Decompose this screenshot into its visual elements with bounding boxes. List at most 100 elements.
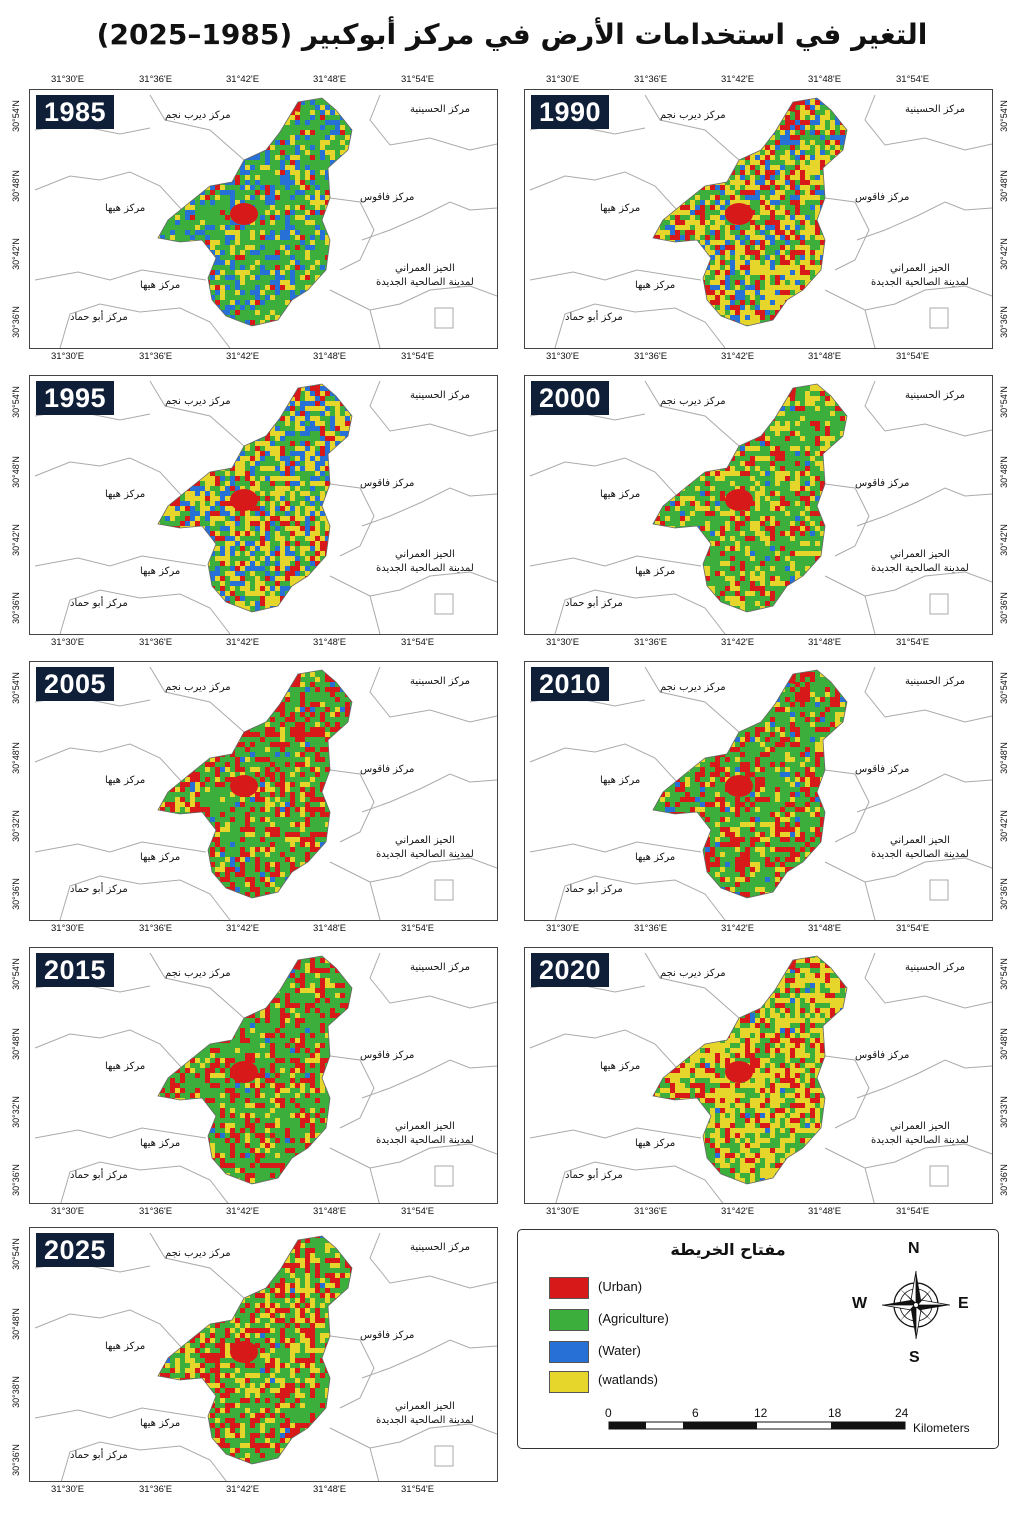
urban-zone-outline — [434, 593, 454, 615]
map-legend: مفتاح الخريطة (Urban) (Agriculture) (Wat… — [517, 1229, 999, 1449]
scale-tick-18: 18 — [828, 1406, 842, 1420]
lat-tick: 30°54'N — [999, 958, 1009, 990]
place-label-faqous: مركز فاقوس — [855, 478, 910, 489]
place-label-husseiniya: مركز الحسينية — [410, 104, 470, 115]
compass-e: E — [958, 1295, 969, 1312]
district-boundary — [149, 952, 245, 1019]
year-badge: 2000 — [531, 381, 610, 415]
lon-tick: 31°42'E — [721, 923, 755, 934]
place-label-husseiniya: مركز الحسينية — [905, 962, 965, 973]
place-label-urban-zone: الحيز العمراني لمدينة الصالحية الجديدة — [376, 835, 474, 860]
lon-tick-top: 31°54'E — [401, 74, 435, 85]
urban-core — [230, 489, 258, 511]
place-label-dirab_najm: مركز ديرب نجم — [660, 682, 726, 693]
place-label-faqous: مركز فاقوس — [855, 1050, 910, 1061]
place-label-urban-zone: الحيز العمراني لمدينة الصالحية الجديدة — [376, 1401, 474, 1426]
lat-tick: 30°48'N — [11, 1308, 21, 1340]
district-boundary — [329, 1427, 380, 1481]
landuse-raster — [158, 384, 352, 612]
district-boundary — [59, 303, 231, 348]
lon-tick: 31°30'E — [51, 1206, 85, 1217]
lon-tick: 31°30'E — [51, 351, 85, 362]
lon-tick: 31°36'E — [139, 1484, 173, 1495]
place-label-dirab_najm: مركز ديرب نجم — [660, 968, 726, 979]
district-boundary — [60, 1441, 227, 1481]
district-boundary — [554, 875, 726, 920]
lon-tick-top: 31°54'E — [896, 74, 930, 85]
place-label-urban-zone: الحيز العمراني لمدينة الصالحية الجديدة — [376, 263, 474, 288]
lat-tick: 30°42'N — [999, 238, 1009, 270]
lon-tick: 31°48'E — [808, 637, 842, 648]
legend-swatch-urban — [549, 1277, 589, 1299]
lon-tick: 31°54'E — [896, 1206, 930, 1217]
map-title: التغير في استخدامات الأرض في مركز أبوكبي… — [96, 18, 928, 51]
place-label-husseiniya: مركز الحسينية — [410, 1242, 470, 1253]
lat-tick: 30°54'N — [999, 100, 1009, 132]
map-panel-2015: 2015 مركز ديرب نجم مركز الحسينية مركز هيها م… — [29, 947, 498, 1204]
lon-tick-top: 31°30'E — [546, 74, 580, 85]
compass-s: S — [909, 1349, 920, 1366]
lon-tick-top: 31°42'E — [226, 74, 260, 85]
district-boundary — [529, 269, 702, 281]
place-label-hihya: مركز هيها — [600, 203, 641, 214]
abu-kabir-boundary — [652, 383, 848, 613]
district-boundary — [369, 285, 497, 311]
place-label-hihya2: مركز هيها — [635, 1138, 676, 1149]
district-boundary — [361, 487, 497, 527]
district-boundary — [864, 857, 992, 883]
lon-tick: 31°42'E — [226, 351, 260, 362]
district-boundary — [864, 666, 992, 723]
map-panel-2025: 2025 مركز ديرب نجم مركز الحسينية مركز هيها م… — [29, 1227, 498, 1482]
place-label-abu_hammad: مركز أبو حماد — [70, 1450, 128, 1461]
district-boundary — [644, 952, 740, 1019]
landuse-raster — [653, 670, 847, 898]
lat-tick: 30°36'N — [11, 878, 21, 910]
district-boundary — [60, 1161, 229, 1203]
district-boundary — [824, 483, 870, 557]
lon-tick-top: 31°30'E — [51, 74, 85, 85]
lon-tick: 31°54'E — [896, 351, 930, 362]
urban-zone-outline — [929, 1165, 949, 1187]
district-boundary — [369, 1423, 497, 1449]
lon-tick: 31°54'E — [896, 637, 930, 648]
landuse-map-2015 — [34, 952, 497, 1203]
lat-tick: 30°36'N — [11, 306, 21, 338]
landuse-raster — [653, 956, 847, 1184]
district-boundary — [824, 1147, 875, 1203]
place-label-faqous: مركز فاقوس — [360, 1050, 415, 1061]
map-panel-2000: 2000 مركز ديرب نجم مركز الحسينية مركز هيها م… — [524, 375, 993, 635]
lon-tick: 31°30'E — [51, 637, 85, 648]
place-label-hihya: مركز هيها — [600, 775, 641, 786]
year-badge: 2005 — [36, 667, 115, 701]
lon-tick: 31°42'E — [226, 1206, 260, 1217]
landuse-map-1990 — [529, 94, 992, 348]
place-label-abu_hammad: مركز أبو حماد — [70, 1170, 128, 1181]
place-label-hihya: مركز هيها — [600, 489, 641, 500]
district-boundary — [856, 1059, 992, 1099]
landuse-map-2010 — [529, 666, 992, 920]
place-label-hihya: مركز هيها — [105, 775, 146, 786]
district-boundary — [34, 555, 207, 567]
district-boundary — [34, 841, 207, 853]
lon-tick: 31°30'E — [51, 1484, 85, 1495]
lon-tick: 31°30'E — [51, 923, 85, 934]
district-boundary — [824, 289, 876, 348]
place-label-urban-zone: الحيز العمراني لمدينة الصالحية الجديدة — [871, 549, 969, 574]
lat-tick: 30°36'N — [11, 592, 21, 624]
compass-n: N — [908, 1240, 920, 1257]
landuse-map-1985 — [34, 94, 497, 348]
place-label-urban-zone: الحيز العمراني لمدينة الصالحية الجديدة — [871, 263, 969, 288]
place-label-hihya2: مركز هيها — [635, 566, 676, 577]
place-label-hihya2: مركز هيها — [635, 280, 676, 291]
district-boundary — [824, 769, 870, 843]
legend-swatch-water — [549, 1341, 589, 1363]
place-label-abu_hammad: مركز أبو حماد — [565, 598, 623, 609]
year-badge: 2020 — [531, 953, 610, 987]
lon-tick: 31°54'E — [401, 351, 435, 362]
district-boundary — [864, 94, 992, 151]
place-label-hihya2: مركز هيها — [140, 852, 181, 863]
district-boundary — [644, 94, 740, 161]
legend-label-agriculture: (Agriculture) — [598, 1311, 669, 1326]
district-boundary — [369, 571, 497, 597]
district-boundary — [529, 1127, 702, 1139]
